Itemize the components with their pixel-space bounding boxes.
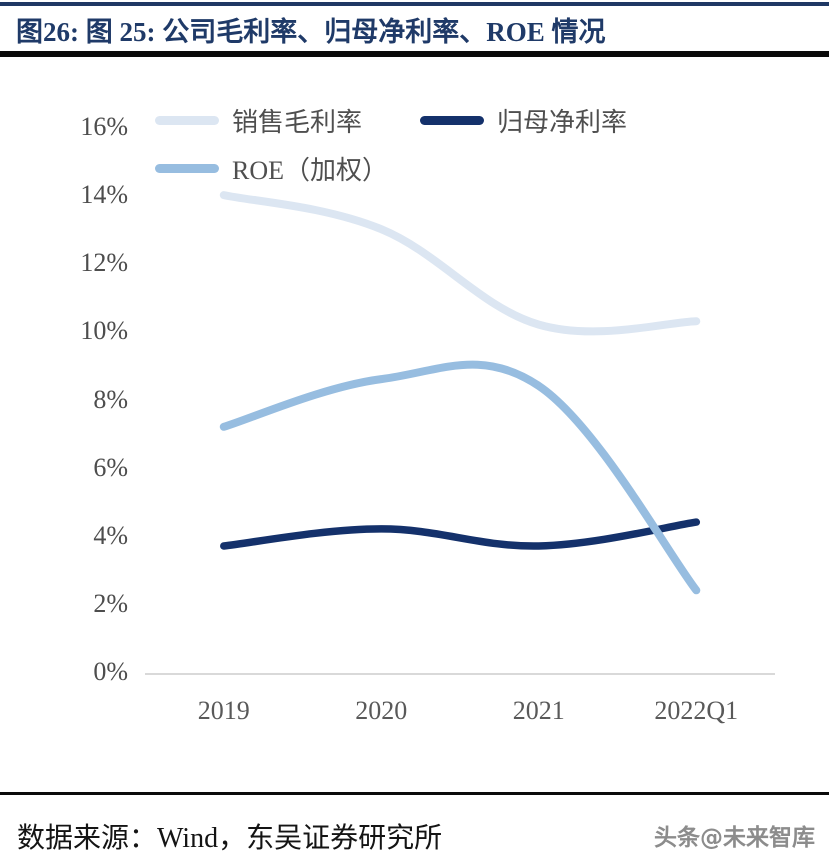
data-source-text: 数据来源：Wind，东吴证券研究所: [17, 823, 443, 854]
legend-swatch-icon: [155, 163, 219, 173]
y-axis-tick-label: 2%: [93, 588, 128, 618]
legend-label: 归母净利率: [497, 107, 628, 137]
legend-swatch-icon: [420, 115, 484, 125]
series-line-3: [219, 360, 701, 595]
figure-title: 图26: 图 25: 公司毛利率、归母净利率、ROE 情况: [16, 17, 606, 47]
y-axis-tick-label: 12%: [80, 248, 128, 278]
series-line-2: [220, 518, 701, 550]
y-axis-tick-label: 8%: [93, 384, 128, 414]
legend-item-3: ROE（加权）: [155, 152, 389, 185]
legend-label: ROE（加权）: [232, 155, 389, 185]
legend-item-1: 销售毛利率: [155, 104, 363, 137]
legend-label: 销售毛利率: [232, 107, 363, 137]
legend-item-2: 归母净利率: [420, 104, 628, 137]
x-axis-tick-label: 2019: [197, 696, 250, 725]
y-axis-tick-label: 14%: [80, 180, 128, 210]
plot-area: [145, 191, 775, 675]
x-axis-tick-label: 2022Q1: [654, 696, 739, 725]
legend-swatch-icon: [155, 115, 219, 125]
bottom-divider-rule: [0, 792, 829, 795]
x-axis-tick-label: 2020: [355, 696, 408, 725]
y-axis-tick-label: 0%: [93, 657, 128, 686]
line-chart: 0% 2% 4% 6% 8% 10% 12% 14% 16% 2019 2020 2021 2022Q1…: [0, 60, 829, 790]
top-hairline-rule: [0, 2, 829, 6]
y-axis-tick-label: 16%: [80, 112, 128, 141]
title-divider-rule: [0, 51, 829, 57]
x-axis-tick-label: 2021: [512, 696, 565, 725]
watermark-text: 头条@未来智库: [654, 825, 815, 851]
y-axis-tick-label: 4%: [93, 520, 128, 550]
y-axis-tick-label: 6%: [93, 452, 128, 482]
series-line-1: [219, 191, 701, 336]
y-axis-tick-label: 10%: [80, 316, 128, 346]
